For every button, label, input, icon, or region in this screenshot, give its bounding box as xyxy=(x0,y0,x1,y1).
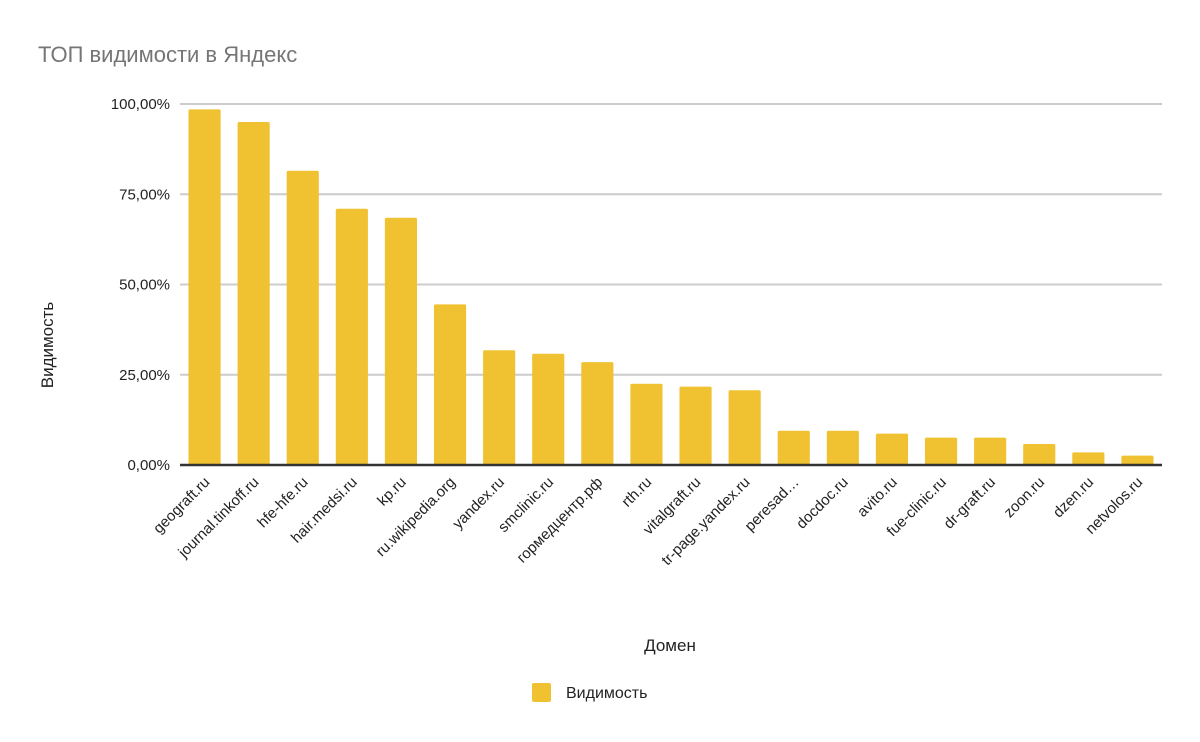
x-tick-label: dr-graft.ru xyxy=(940,474,999,533)
bar xyxy=(237,122,270,466)
x-tick-label: zoon.ru xyxy=(1001,474,1048,521)
x-axis-title: Домен xyxy=(644,636,696,655)
bar xyxy=(433,304,467,465)
bar xyxy=(679,386,712,465)
bar xyxy=(335,208,368,465)
bars xyxy=(188,109,1154,466)
bar xyxy=(974,437,1007,465)
x-axis-category-labels: geograft.rujournal.tinkoff.ruhfe-hfe.ruh… xyxy=(150,474,1146,569)
bar xyxy=(384,217,418,465)
x-tick-label: dzen.ru xyxy=(1050,474,1097,521)
y-tick-label: 100,00% xyxy=(111,96,170,113)
bar xyxy=(630,383,663,465)
legend-label: Видимость xyxy=(566,685,647,702)
bar xyxy=(1072,452,1105,465)
bar xyxy=(286,170,319,465)
y-tick-label: 50,00% xyxy=(119,277,170,294)
bar xyxy=(1023,444,1056,465)
bar xyxy=(483,350,516,465)
bar xyxy=(875,433,909,465)
bar xyxy=(1121,455,1154,465)
x-tick-label: peresad… xyxy=(742,474,803,535)
bar xyxy=(728,390,761,465)
bar xyxy=(188,109,221,465)
x-tick-label: docdoc.ru xyxy=(793,474,852,533)
x-tick-label: гормедцентр.рф xyxy=(514,474,607,567)
y-tick-label: 75,00% xyxy=(119,186,170,203)
y-tick-label: 0,00% xyxy=(127,457,170,474)
chart-title: ТОП видимости в Яндекс xyxy=(38,42,297,67)
legend: Видимость xyxy=(532,683,647,702)
y-tick-label: 25,00% xyxy=(119,367,170,384)
gridlines xyxy=(180,103,1162,376)
y-axis-tick-labels: 0,00% 25,00% 50,00% 75,00% 100,00% xyxy=(111,96,170,474)
bar xyxy=(924,437,958,465)
bar xyxy=(826,430,859,465)
legend-swatch xyxy=(532,683,551,702)
x-tick-label: avito.ru xyxy=(854,474,901,521)
bar xyxy=(532,353,565,465)
bar xyxy=(777,430,810,465)
x-tick-label: tr-page.yandex.ru xyxy=(658,474,753,569)
bar xyxy=(581,362,614,465)
y-axis-title: Видимость xyxy=(38,302,57,389)
x-tick-label: rth.ru xyxy=(618,474,655,511)
x-tick-label: kp.ru xyxy=(374,474,410,510)
